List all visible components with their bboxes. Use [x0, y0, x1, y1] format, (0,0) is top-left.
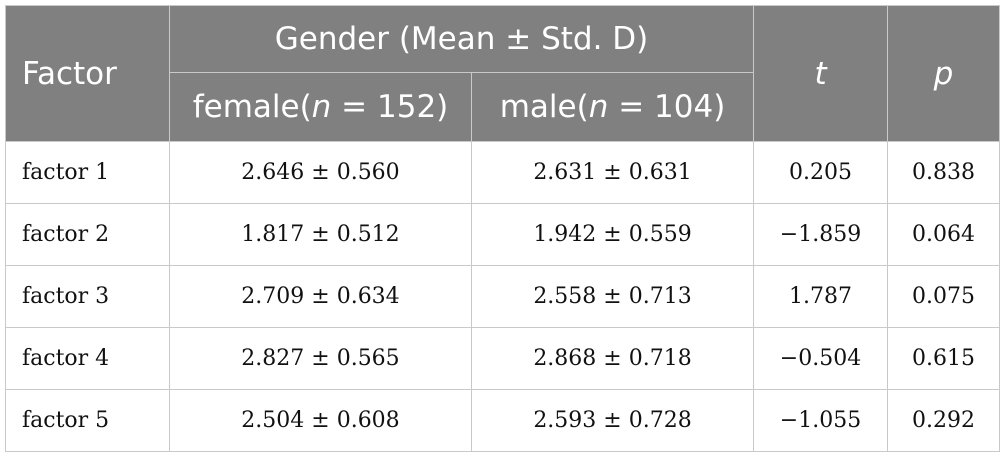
female-cell: 2.504 ± 0.608	[169, 389, 472, 452]
table-row: factor 4 2.827 ± 0.565 2.868 ± 0.718 −0.…	[5, 327, 1001, 390]
female-column-header: female(n = 152)	[169, 72, 472, 142]
female-cell: 2.646 ± 0.560	[169, 141, 472, 204]
p-cell: 0.615	[887, 327, 1001, 390]
p-cell: 0.838	[887, 141, 1001, 204]
table-row: factor 3 2.709 ± 0.634 2.558 ± 0.713 1.7…	[5, 265, 1001, 328]
female-cell: 1.817 ± 0.512	[169, 203, 472, 266]
p-column-header: p	[887, 5, 1001, 142]
male-cell: 2.868 ± 0.718	[470, 327, 755, 390]
p-cell: 0.292	[887, 389, 1001, 452]
male-label: male(	[499, 89, 589, 125]
male-n-symbol: n	[588, 89, 609, 125]
factor-cell: factor 4	[5, 327, 170, 390]
male-cell: 2.593 ± 0.728	[470, 389, 755, 452]
gender-comparison-table: Factor Gender (Mean ± Std. D) t p female…	[5, 5, 1001, 452]
table-body: factor 1 2.646 ± 0.560 2.631 ± 0.631 0.2…	[5, 141, 1001, 452]
factor-cell: factor 3	[5, 265, 170, 328]
female-n-symbol: n	[311, 89, 332, 125]
p-cell: 0.064	[887, 203, 1001, 266]
t-cell: −1.055	[753, 389, 889, 452]
factor-cell: factor 2	[5, 203, 170, 266]
header-row-sub: female(n = 152) male(n = 104)	[6, 72, 1000, 142]
p-cell: 0.075	[887, 265, 1001, 328]
factor-cell: factor 5	[5, 389, 170, 452]
gender-column-header: Gender (Mean ± Std. D)	[168, 5, 755, 73]
table-row: factor 5 2.504 ± 0.608 2.593 ± 0.728 −1.…	[5, 389, 1001, 452]
factor-column-header: Factor	[5, 5, 170, 142]
table-header: Factor Gender (Mean ± Std. D) t p female…	[5, 5, 1001, 142]
t-cell: −0.504	[753, 327, 889, 390]
t-cell: −1.859	[753, 203, 889, 266]
male-cell: 1.942 ± 0.559	[470, 203, 755, 266]
factor-cell: factor 1	[5, 141, 170, 204]
female-cell: 2.827 ± 0.565	[169, 327, 472, 390]
male-cell: 2.631 ± 0.631	[470, 141, 755, 204]
male-n-count: = 104)	[608, 89, 726, 125]
male-cell: 2.558 ± 0.713	[470, 265, 755, 328]
t-column-header: t	[753, 5, 889, 142]
table-row: factor 1 2.646 ± 0.560 2.631 ± 0.631 0.2…	[5, 141, 1001, 204]
table-row: factor 2 1.817 ± 0.512 1.942 ± 0.559 −1.…	[5, 203, 1001, 266]
t-cell: 1.787	[753, 265, 889, 328]
header-row-top: Factor Gender (Mean ± Std. D) t p	[5, 5, 1001, 142]
female-label: female(	[192, 89, 312, 125]
t-cell: 0.205	[753, 141, 889, 204]
female-cell: 2.709 ± 0.634	[169, 265, 472, 328]
male-column-header: male(n = 104)	[470, 72, 755, 142]
female-n-count: = 152)	[331, 89, 449, 125]
